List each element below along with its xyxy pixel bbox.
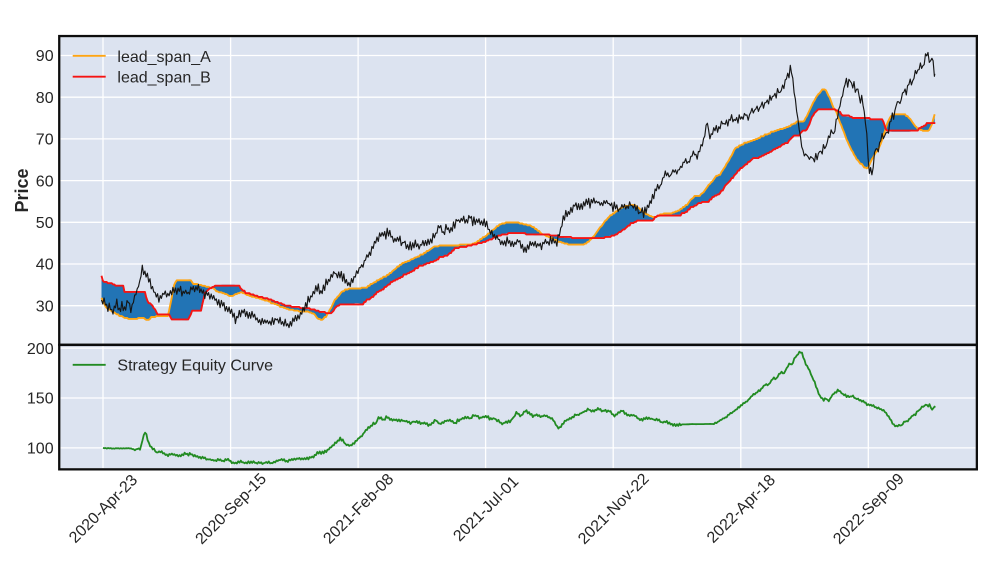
svg-text:50: 50 (36, 215, 54, 232)
svg-text:200: 200 (27, 341, 54, 358)
svg-text:100: 100 (27, 441, 54, 458)
svg-text:80: 80 (36, 90, 54, 107)
svg-text:30: 30 (36, 298, 54, 315)
svg-text:lead_span_A: lead_span_A (117, 49, 211, 66)
svg-text:Price: Price (12, 168, 32, 212)
svg-text:lead_span_B: lead_span_B (117, 70, 210, 87)
svg-text:90: 90 (36, 48, 54, 65)
svg-text:40: 40 (36, 257, 54, 274)
svg-text:150: 150 (27, 391, 54, 408)
svg-text:Strategy Equity Curve: Strategy Equity Curve (117, 358, 273, 375)
svg-text:70: 70 (36, 132, 54, 149)
svg-text:60: 60 (36, 173, 54, 190)
